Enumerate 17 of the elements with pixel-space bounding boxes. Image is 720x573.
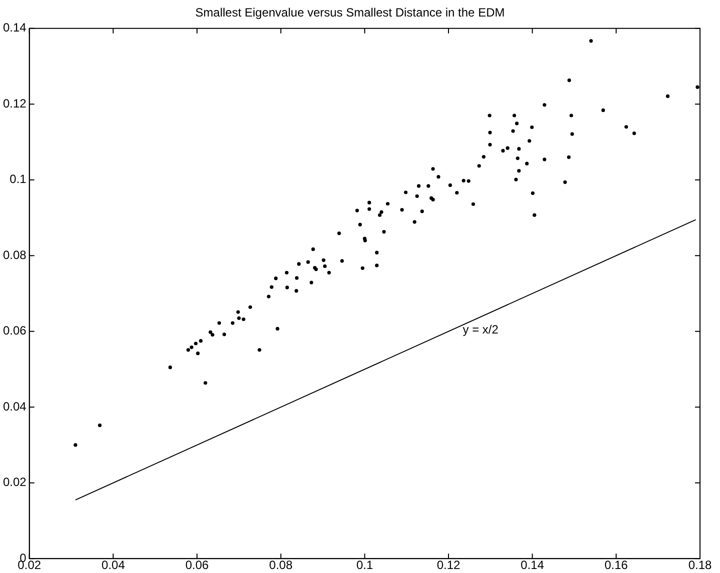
annotation: y = x/2	[462, 322, 499, 337]
x-tick-label: 0.08	[269, 558, 293, 572]
x-tick-label: 0.06	[185, 558, 210, 572]
x-tick-label: 0.12	[436, 558, 461, 572]
y-tick-label: 0.08	[2, 248, 27, 262]
y-tick-label: 0.14	[2, 20, 27, 35]
y-tick-label: 0.1	[10, 172, 27, 186]
x-tick-label: 0.18	[688, 558, 712, 572]
x-tick-label: 0.14	[520, 558, 544, 572]
y-tick-label: 0.12	[2, 96, 27, 110]
x-tick-label: 0.04	[102, 558, 126, 572]
chart-title: Smallest Eigenvalue versus Smallest Distance in the EDM	[195, 6, 505, 20]
x-tick-label: 0.1	[356, 558, 374, 572]
y-tick-label: 0.02	[2, 475, 27, 490]
y-tick-label: 0.06	[2, 324, 27, 338]
y-tick-label: 0.04	[2, 399, 27, 414]
x-tick-label: 0.16	[604, 558, 628, 572]
